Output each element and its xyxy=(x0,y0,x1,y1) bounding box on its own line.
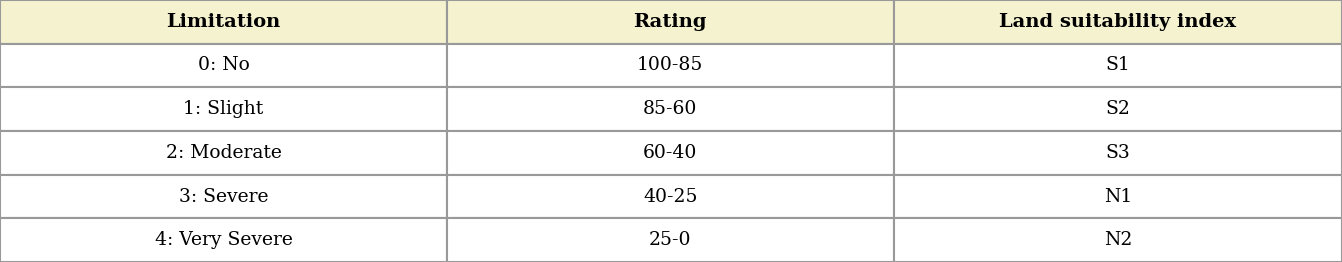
Bar xyxy=(894,218,1342,262)
Bar xyxy=(0,87,447,131)
Text: 60-40: 60-40 xyxy=(643,144,698,162)
Bar xyxy=(0,175,447,218)
Bar xyxy=(894,175,1342,218)
Text: 40-25: 40-25 xyxy=(643,188,698,205)
Text: 4: Very Severe: 4: Very Severe xyxy=(154,231,293,249)
Bar xyxy=(447,0,894,44)
Bar xyxy=(894,131,1342,175)
Bar xyxy=(447,218,894,262)
Text: Rating: Rating xyxy=(633,13,707,31)
Text: N1: N1 xyxy=(1103,188,1133,205)
Text: 100-85: 100-85 xyxy=(637,57,703,74)
Bar xyxy=(0,218,447,262)
Bar xyxy=(447,44,894,87)
Text: S1: S1 xyxy=(1106,57,1130,74)
Bar xyxy=(447,87,894,131)
Bar xyxy=(0,131,447,175)
Text: S2: S2 xyxy=(1106,100,1130,118)
Bar xyxy=(0,44,447,87)
Text: S3: S3 xyxy=(1106,144,1130,162)
Text: 2: Moderate: 2: Moderate xyxy=(165,144,282,162)
Text: 3: Severe: 3: Severe xyxy=(178,188,268,205)
Text: 1: Slight: 1: Slight xyxy=(184,100,263,118)
Text: 25-0: 25-0 xyxy=(650,231,691,249)
Bar xyxy=(447,131,894,175)
Text: 85-60: 85-60 xyxy=(643,100,698,118)
Bar xyxy=(894,87,1342,131)
Text: 0: No: 0: No xyxy=(197,57,250,74)
Text: N2: N2 xyxy=(1103,231,1133,249)
Bar xyxy=(894,0,1342,44)
Bar xyxy=(447,175,894,218)
Text: Land suitability index: Land suitability index xyxy=(1000,13,1236,31)
Bar xyxy=(0,0,447,44)
Text: Limitation: Limitation xyxy=(166,13,280,31)
Bar xyxy=(894,44,1342,87)
